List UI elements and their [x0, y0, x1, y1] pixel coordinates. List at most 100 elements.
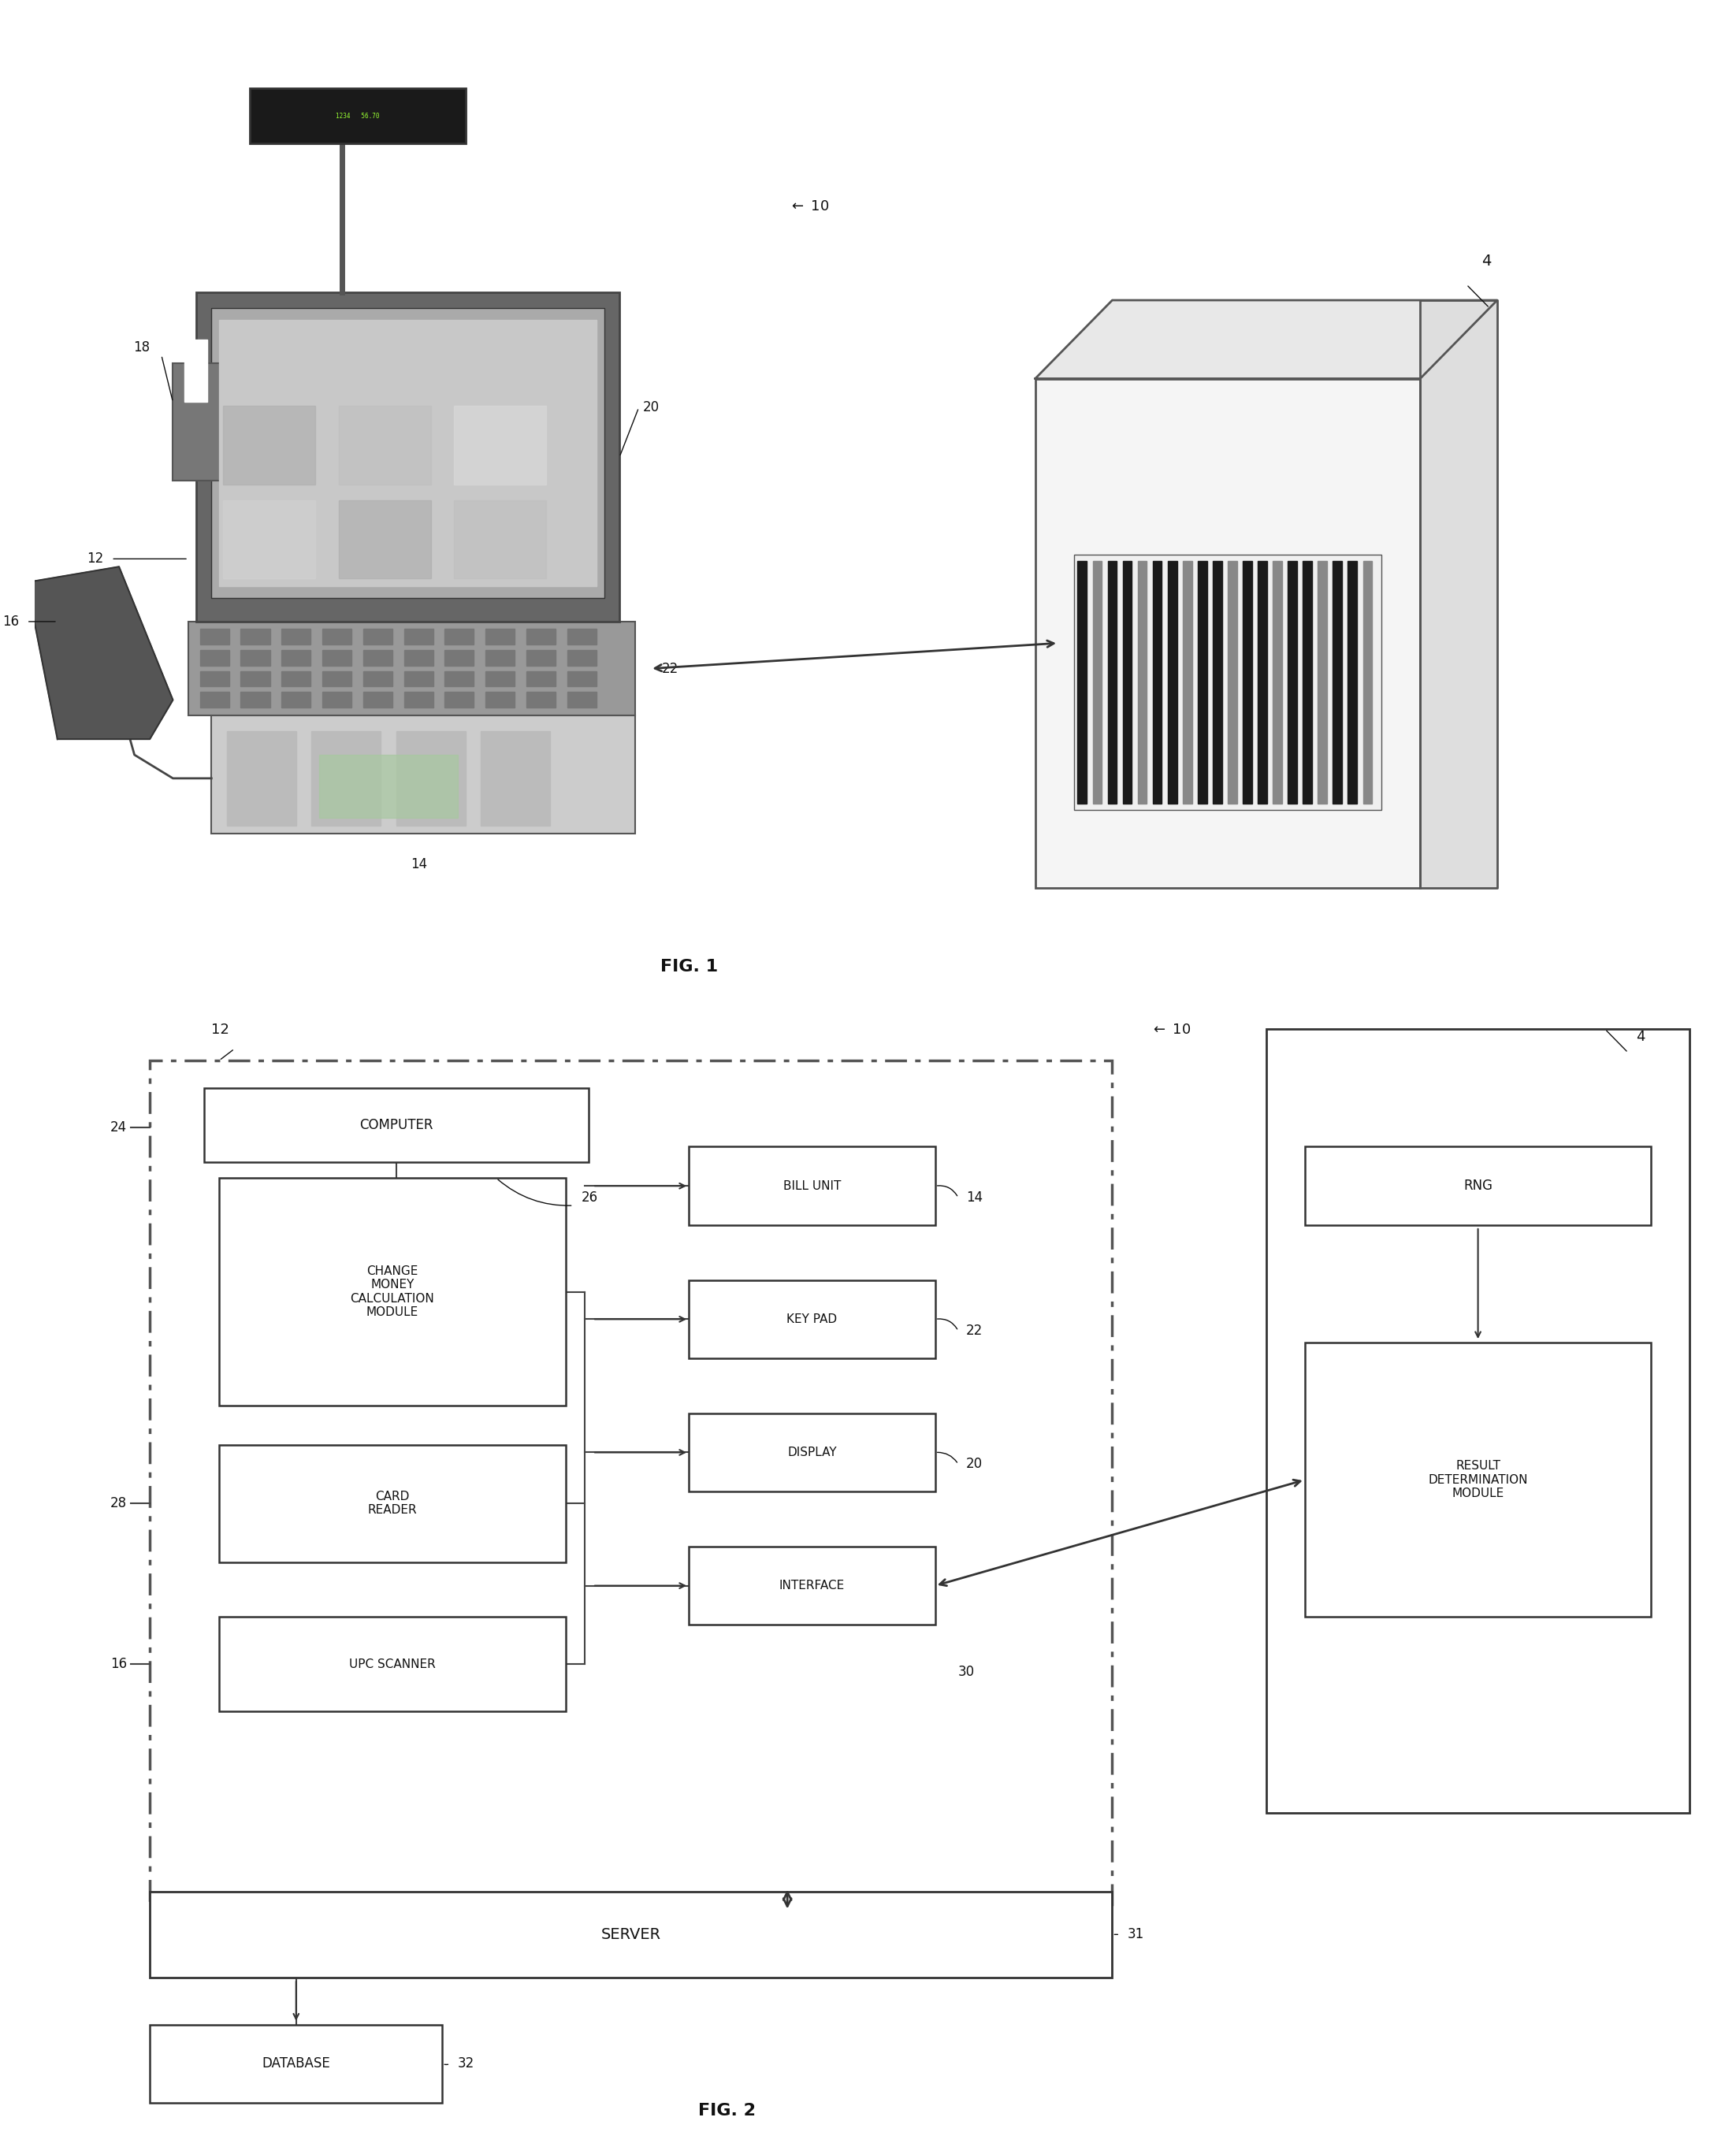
Bar: [227, 731, 297, 825]
Bar: [404, 629, 434, 644]
Text: SERVER: SERVER: [601, 1927, 661, 1942]
Bar: [339, 501, 431, 578]
Polygon shape: [1420, 301, 1496, 889]
Bar: [568, 672, 597, 687]
Bar: [444, 672, 474, 687]
Bar: [1347, 561, 1358, 804]
Bar: [1078, 561, 1087, 804]
Text: 16: 16: [109, 1657, 127, 1671]
Text: 22: 22: [661, 661, 679, 676]
Text: 1234   56.70: 1234 56.70: [335, 113, 380, 119]
Text: 20: 20: [642, 401, 660, 414]
Bar: [1198, 561, 1207, 804]
Bar: [1168, 561, 1177, 804]
Bar: [222, 501, 316, 578]
Bar: [486, 650, 516, 665]
FancyBboxPatch shape: [689, 1279, 936, 1358]
Bar: [444, 693, 474, 708]
Bar: [241, 650, 269, 665]
Text: 20: 20: [965, 1456, 983, 1471]
FancyBboxPatch shape: [219, 1179, 566, 1405]
Bar: [1123, 561, 1132, 804]
FancyBboxPatch shape: [1305, 1343, 1651, 1616]
Bar: [486, 672, 516, 687]
Bar: [1272, 561, 1281, 804]
Bar: [222, 405, 316, 484]
Bar: [526, 629, 556, 644]
Text: $\leftarrow$ 10: $\leftarrow$ 10: [1151, 1023, 1191, 1036]
Bar: [481, 731, 550, 825]
Bar: [1092, 561, 1102, 804]
Text: DISPLAY: DISPLAY: [788, 1445, 837, 1458]
Bar: [200, 650, 229, 665]
FancyBboxPatch shape: [1305, 1147, 1651, 1226]
Bar: [1259, 561, 1267, 804]
Bar: [323, 650, 352, 665]
FancyBboxPatch shape: [689, 1546, 936, 1625]
Text: COMPUTER: COMPUTER: [359, 1117, 432, 1132]
Text: FIG. 1: FIG. 1: [660, 959, 717, 974]
FancyBboxPatch shape: [250, 90, 465, 143]
Bar: [241, 672, 269, 687]
FancyBboxPatch shape: [212, 716, 635, 834]
Bar: [363, 693, 392, 708]
Bar: [1153, 561, 1161, 804]
FancyBboxPatch shape: [219, 1616, 566, 1712]
FancyBboxPatch shape: [219, 1445, 566, 1563]
Text: 31: 31: [1128, 1927, 1144, 1942]
Bar: [1243, 561, 1252, 804]
Bar: [184, 339, 208, 403]
FancyBboxPatch shape: [689, 1414, 936, 1492]
Bar: [1227, 561, 1238, 804]
Bar: [339, 405, 431, 484]
Bar: [1318, 561, 1326, 804]
Bar: [404, 650, 434, 665]
Bar: [363, 672, 392, 687]
FancyBboxPatch shape: [174, 362, 234, 480]
FancyBboxPatch shape: [689, 1147, 936, 1226]
FancyBboxPatch shape: [196, 292, 620, 623]
Bar: [200, 672, 229, 687]
FancyBboxPatch shape: [212, 307, 604, 599]
Text: 26: 26: [582, 1190, 597, 1205]
Polygon shape: [1035, 301, 1496, 379]
FancyBboxPatch shape: [1035, 379, 1420, 889]
Text: 16: 16: [2, 614, 19, 629]
Text: 14: 14: [411, 857, 427, 872]
Text: 14: 14: [965, 1190, 983, 1205]
Text: 12: 12: [87, 552, 104, 565]
Bar: [281, 650, 311, 665]
Text: 24: 24: [109, 1119, 127, 1134]
Text: 28: 28: [109, 1497, 127, 1509]
FancyBboxPatch shape: [203, 1087, 589, 1162]
FancyBboxPatch shape: [149, 2025, 443, 2102]
Bar: [200, 629, 229, 644]
Bar: [568, 650, 597, 665]
Bar: [1288, 561, 1297, 804]
FancyBboxPatch shape: [149, 1891, 1113, 1978]
Text: UPC SCANNER: UPC SCANNER: [349, 1659, 436, 1669]
Bar: [1333, 561, 1342, 804]
Text: 12: 12: [212, 1023, 229, 1036]
FancyBboxPatch shape: [1075, 554, 1382, 810]
Bar: [311, 731, 380, 825]
Text: RNG: RNG: [1463, 1179, 1493, 1194]
Text: INTERFACE: INTERFACE: [779, 1580, 845, 1593]
Bar: [323, 629, 352, 644]
Bar: [404, 693, 434, 708]
Text: CARD
READER: CARD READER: [368, 1490, 417, 1516]
Text: CHANGE
MONEY
CALCULATION
MODULE: CHANGE MONEY CALCULATION MODULE: [351, 1264, 434, 1318]
Bar: [526, 693, 556, 708]
Bar: [568, 693, 597, 708]
Polygon shape: [26, 567, 174, 740]
Bar: [241, 629, 269, 644]
Bar: [281, 672, 311, 687]
FancyBboxPatch shape: [187, 623, 635, 716]
Bar: [323, 693, 352, 708]
Bar: [486, 693, 516, 708]
Bar: [323, 672, 352, 687]
Bar: [363, 650, 392, 665]
Bar: [526, 672, 556, 687]
Bar: [319, 755, 458, 817]
Bar: [453, 501, 547, 578]
